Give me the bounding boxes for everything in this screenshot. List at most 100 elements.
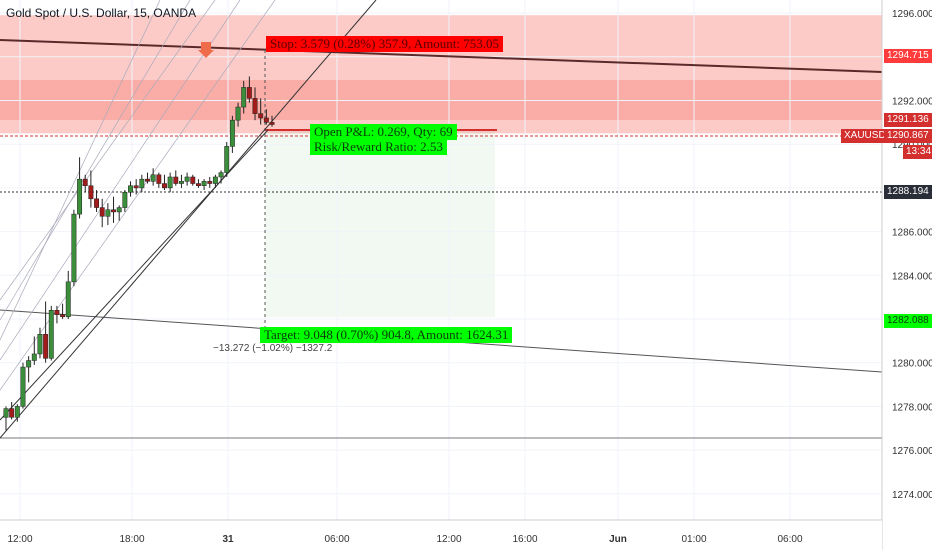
candle [99,198,105,228]
candle [37,327,43,359]
time-tick-label: Jun [609,534,627,545]
fan-line [0,0,216,301]
candle-body [150,174,156,182]
candle-body [14,406,20,418]
candle [31,336,37,365]
candle-body [246,87,252,99]
channel-line-2[interactable] [0,129,269,421]
candle-body [263,117,269,123]
candle-body [60,314,66,318]
candle [128,181,133,197]
time-tick-label: 16:00 [512,534,537,545]
time-tick-label: 12:00 [436,534,461,545]
candle [218,170,224,184]
time-tick-label: 18:00 [119,534,144,545]
entry-price-tag: 1291.136 [884,113,932,127]
channel-line-1[interactable] [0,0,377,439]
candle-body [9,408,15,418]
candle [241,80,247,114]
price-tick-label: 1296.000 [892,9,932,20]
candle-body [162,183,167,189]
candle-body [258,113,264,119]
candle-body [224,146,230,173]
price-tick-label: 1292.000 [892,97,932,108]
time-tick-label: 06:00 [777,534,802,545]
candle-body [116,207,122,213]
dotted-level-tag: 1288.194 [884,185,932,199]
candle [207,176,213,188]
arrow-down-icon [198,42,214,58]
candle [235,102,241,127]
candle [258,98,264,125]
candle [94,190,100,212]
candle-body [184,176,190,182]
candle [201,179,207,191]
time-tick-label: 06:00 [324,534,349,545]
candle [167,172,173,193]
price-tick-label: 1274.000 [892,490,932,501]
current-price-tag: 1290.867 [884,129,932,143]
candle-body [156,174,162,184]
candle [263,109,269,125]
candle [105,203,111,226]
candle [65,270,71,319]
candle-body [43,334,49,359]
target-label[interactable]: Target: 9.048 (0.70%) 904.8, Amount: 162… [260,327,513,343]
candle-body [122,192,128,208]
stop-label[interactable]: Stop: 3.579 (0.28%) 357.9, Amount: 753.0… [266,36,503,52]
price-tick-label: 1276.000 [892,446,932,457]
candle-body [252,98,258,114]
candle-body [212,176,218,184]
candle-body [54,310,60,315]
candle-body [3,408,9,418]
time-tick-label: 31 [222,534,234,545]
candle [48,305,54,361]
candle [195,179,201,188]
candlestick-series [3,76,275,431]
time-axis[interactable] [0,520,882,550]
open-pl-label: Open P&L: 0.269, Qty: 69 [310,124,457,140]
candle [133,179,139,195]
resistance-line[interactable] [0,39,883,73]
candle-body [167,176,173,189]
candle-body [173,176,179,184]
candle [14,404,20,422]
candle [252,87,258,121]
measure-label: −13.272 (−1.02%) −1327.2 [213,343,333,354]
candle [229,115,235,153]
current-symbol-tag: XAUUSD [841,129,889,143]
candle [156,172,162,188]
candle [43,301,49,363]
target-zone [265,131,495,318]
candle-body [178,181,184,184]
candle [71,209,77,287]
price-axis[interactable] [882,0,932,550]
candle [3,406,9,431]
candle-body [145,178,150,182]
stop-price-tag: 1294.715 [884,49,932,63]
candle [116,205,122,221]
candle [60,303,66,319]
candle [20,362,26,409]
price-tick-label: 1286.000 [892,228,932,239]
candle [150,168,156,186]
trend-drawings [0,0,883,439]
candle [139,174,145,193]
fan-line [0,0,241,361]
candle-body [65,281,71,318]
candle-body [94,198,100,208]
candle [246,76,252,103]
candle [54,305,60,324]
candle-body [235,106,241,121]
stop-zone [0,15,882,134]
candle-body [48,310,54,359]
candle [9,402,15,420]
candle-body [105,209,111,217]
candle-body [88,185,94,200]
candle [212,174,218,188]
candle [162,174,167,191]
symbol-title: Gold Spot / U.S. Dollar, 15, OANDA [6,6,197,20]
candle [190,174,196,186]
candle-body [207,181,213,184]
